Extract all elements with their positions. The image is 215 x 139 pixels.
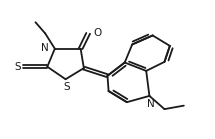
Text: S: S	[63, 82, 70, 92]
Text: N: N	[147, 99, 155, 109]
Text: N: N	[41, 43, 48, 53]
Text: O: O	[94, 28, 102, 38]
Text: S: S	[14, 62, 20, 72]
